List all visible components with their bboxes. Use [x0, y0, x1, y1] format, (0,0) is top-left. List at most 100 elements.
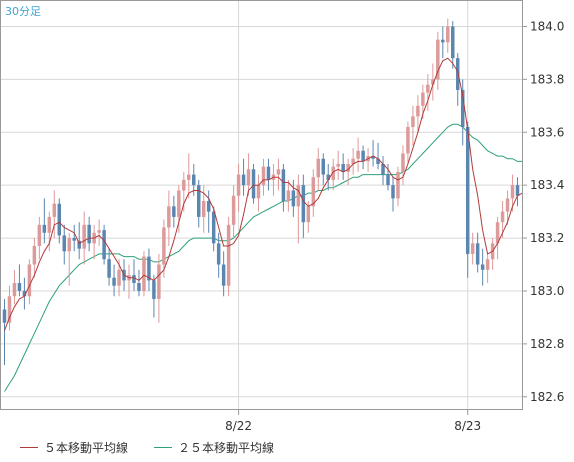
candle-body [62, 235, 67, 252]
candle-body [465, 126, 470, 254]
candle-body [132, 275, 136, 284]
candle-body [296, 185, 301, 207]
candle-body [192, 174, 196, 186]
y-axis: 184.0 183.8 183.6 183.4 183.2 183.0 182.8 182.6 [522, 19, 564, 404]
ma5-layer [4, 57, 523, 331]
candle-body [57, 203, 62, 236]
ma25-layer [4, 123, 523, 392]
plot-frame [0, 0, 523, 410]
y-tick-label: 183.8 [530, 72, 564, 86]
candle-body [241, 174, 246, 186]
ma25-swatch [154, 447, 173, 448]
candle-body [470, 243, 475, 254]
candle-body [346, 164, 350, 172]
candle-body [27, 264, 32, 297]
x-tick-label: 8/22 [225, 419, 252, 433]
candle-body [196, 185, 201, 217]
candle-body [485, 259, 490, 270]
candle-body [500, 211, 505, 223]
candle-body [446, 26, 450, 43]
candle-body [291, 190, 296, 207]
y-tick-label: 182.8 [530, 337, 564, 351]
candle-body [117, 269, 121, 286]
candle-body [251, 169, 256, 199]
candle-body [331, 166, 335, 180]
ma5-swatch [20, 447, 38, 448]
candle-body [426, 84, 430, 93]
candle-body [455, 58, 460, 90]
candle-body [361, 150, 365, 162]
candle-body [281, 169, 286, 202]
candle-body [311, 177, 316, 207]
candle-body [286, 190, 291, 202]
candle-body [162, 227, 166, 265]
candle-body [137, 283, 141, 291]
ma5-line [4, 57, 523, 331]
candle-body [211, 211, 216, 244]
candle-body [107, 259, 111, 278]
candle-body [376, 158, 380, 164]
candles [2, 18, 520, 366]
candle-body [226, 224, 231, 286]
candle-body [421, 92, 425, 106]
y-tick-label: 183.6 [530, 125, 564, 139]
y-tick-label: 184.0 [530, 19, 564, 33]
candle-body [17, 283, 22, 291]
candle-body [97, 230, 101, 233]
candle-body [306, 206, 311, 223]
candle-body [480, 264, 485, 270]
candle-body [216, 243, 221, 265]
candle-body [276, 169, 281, 175]
candle-body [187, 174, 191, 180]
candle-body [505, 198, 510, 212]
candle-body [22, 290, 27, 297]
candle-body [336, 164, 340, 167]
candle-body [386, 174, 390, 186]
candle-body [221, 264, 226, 286]
candle-body [261, 166, 266, 186]
candle-body [301, 185, 306, 223]
legend-item-ma5: ５本移動平均線 [20, 439, 128, 456]
candle-body [172, 206, 176, 217]
y-tick-label: 183.4 [530, 178, 564, 192]
y-tick-label: 183.0 [530, 284, 564, 298]
candle-body [82, 224, 86, 249]
candle-body [37, 224, 42, 246]
candle-body [266, 166, 271, 180]
candle-body [201, 201, 206, 217]
candle-body [12, 283, 17, 297]
candle-body [72, 238, 76, 241]
candle-body [52, 203, 57, 217]
candle-body [321, 158, 326, 175]
candle-body [396, 171, 400, 199]
candle-body [87, 224, 91, 244]
legend-label-ma25: ２５本移動平均線 [178, 441, 275, 455]
candle-body [47, 216, 52, 233]
legend: ５本移動平均線 ２５本移動平均線 [20, 439, 274, 456]
x-tick-label: 8/23 [454, 419, 481, 433]
candle-body [152, 280, 156, 299]
candle-body [441, 39, 445, 43]
candle-body [246, 169, 251, 186]
candle-body [256, 185, 261, 199]
candle-body [77, 240, 81, 249]
candle-body [2, 309, 7, 323]
candle-body [167, 206, 171, 228]
candle-body [436, 39, 440, 80]
candle-body [341, 164, 345, 172]
candle-body [356, 150, 360, 159]
candle-body [236, 174, 241, 196]
candle-body [182, 179, 186, 191]
candle-body [460, 89, 465, 127]
candle-body [142, 256, 146, 291]
candle-body [102, 230, 106, 260]
candle-body [206, 201, 211, 212]
candle-body [401, 153, 405, 172]
candle-body [326, 174, 330, 180]
legend-label-ma5: ５本移動平均線 [44, 441, 129, 455]
y-tick-label: 182.6 [530, 390, 564, 404]
candle-body [406, 126, 410, 154]
candle-body [510, 185, 515, 199]
